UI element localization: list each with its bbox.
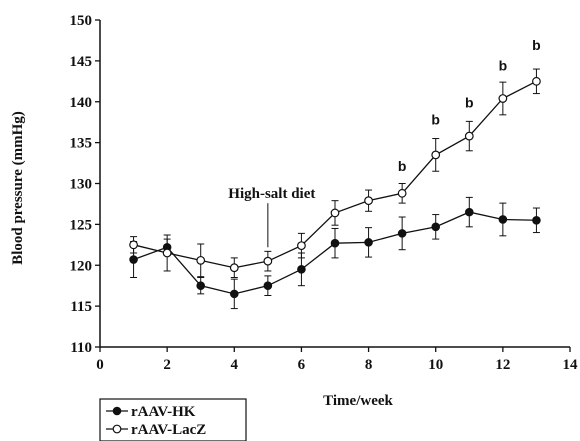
- legend-marker-series-1: [112, 406, 122, 416]
- significance-label: b: [532, 37, 541, 53]
- data-point: [129, 255, 138, 264]
- data-point: [229, 263, 239, 273]
- x-axis-title: Time/week: [323, 393, 393, 409]
- y-tick-label: 120: [70, 258, 93, 274]
- data-point: [498, 215, 508, 224]
- x-tick-label: 4: [231, 357, 239, 373]
- data-point: [464, 207, 474, 217]
- x-tick-label: 0: [96, 357, 104, 373]
- x-tick-label: 6: [298, 357, 306, 373]
- legend: rAAV-HK rAAV-LacZ: [99, 398, 247, 441]
- data-point: [229, 289, 239, 299]
- y-tick-label: 130: [70, 177, 93, 193]
- significance-label: b: [465, 94, 474, 110]
- y-axis-title: Blood pressure (mmHg): [10, 111, 26, 265]
- series-1: [129, 196, 541, 310]
- legend-label-series-1: rAAV-HK: [131, 404, 196, 420]
- legend-marker-series-2: [112, 424, 122, 434]
- significance-label: b: [499, 58, 508, 74]
- y-tick-label: 110: [70, 340, 92, 356]
- data-point: [196, 281, 206, 290]
- y-tick-label: 150: [70, 13, 93, 29]
- x-tick-label: 10: [428, 357, 443, 373]
- ticks: 110 115 120 125 130 135 140 145 150 0 2 4 6 8 10 12 14: [70, 13, 579, 373]
- legend-box: [99, 398, 247, 441]
- data-point: [297, 265, 306, 274]
- high-salt-diet-label: High-salt diet: [228, 186, 315, 202]
- y-tick-label: 145: [70, 54, 93, 70]
- data-point: [330, 238, 340, 248]
- data-point: [129, 240, 138, 250]
- x-tick-label: 12: [495, 357, 510, 373]
- data-point: [297, 241, 306, 251]
- data-point: [364, 238, 373, 247]
- data-point: [498, 94, 508, 103]
- significance-label: b: [431, 112, 440, 128]
- series-layer: [129, 68, 541, 310]
- x-tick-label: 2: [163, 357, 171, 373]
- annotation-layer: High-salt diet b b b b b: [228, 37, 541, 248]
- data-point: [263, 281, 273, 290]
- y-tick-label: 140: [70, 95, 93, 111]
- data-point: [397, 188, 407, 198]
- y-tick-label: 115: [70, 299, 92, 315]
- data-point: [397, 229, 407, 238]
- data-point: [263, 256, 273, 266]
- x-tick-label: 14: [563, 357, 579, 373]
- y-tick-label: 125: [70, 217, 93, 233]
- x-tick-label: 8: [365, 357, 373, 373]
- data-point: [364, 196, 373, 206]
- data-point: [162, 248, 172, 258]
- data-point: [330, 208, 340, 218]
- data-point: [532, 215, 541, 225]
- data-point: [196, 255, 206, 265]
- y-tick-label: 135: [70, 136, 93, 152]
- data-point: [431, 222, 441, 232]
- series-2: [129, 68, 541, 279]
- data-point: [431, 150, 441, 160]
- significance-label: b: [398, 158, 407, 174]
- data-point: [464, 131, 474, 141]
- legend-label-series-2: rAAV-LacZ: [131, 422, 206, 438]
- data-point: [532, 76, 541, 86]
